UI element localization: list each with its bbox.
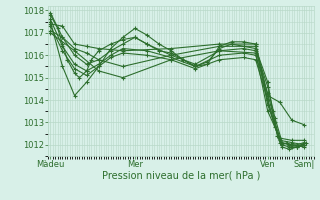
X-axis label: Pression niveau de la mer( hPa ): Pression niveau de la mer( hPa ) (102, 171, 260, 181)
